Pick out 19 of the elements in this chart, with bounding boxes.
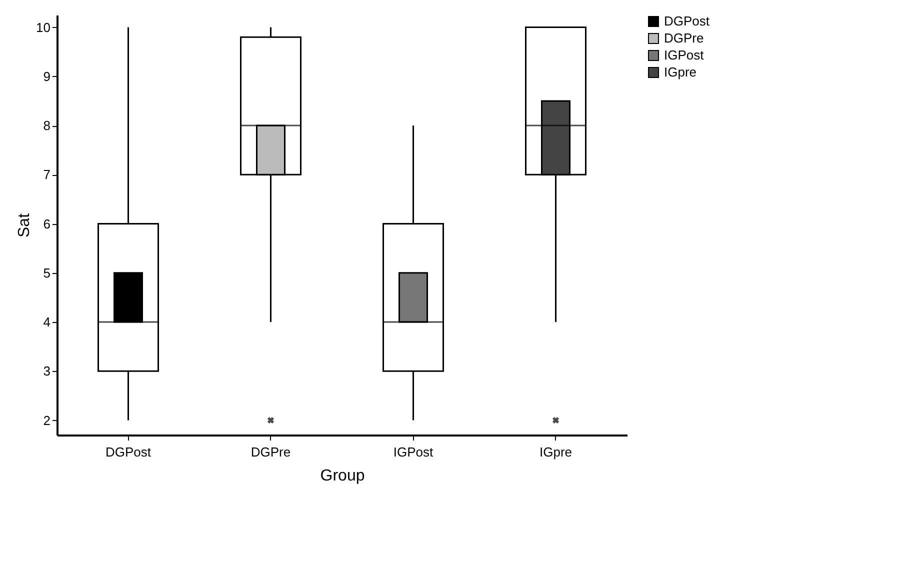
x-axis-title: Group bbox=[320, 468, 365, 484]
y-tick-label: 5 bbox=[43, 265, 50, 280]
y-tick-label: 9 bbox=[43, 68, 50, 84]
y-tick-label: 6 bbox=[43, 216, 50, 232]
y-tick-label: 7 bbox=[43, 167, 50, 182]
y-tick-label: 10 bbox=[36, 20, 50, 35]
x-tick-label: IGpre bbox=[539, 444, 572, 460]
x-tick-label: DGPost bbox=[105, 444, 152, 460]
y-tick-label: 4 bbox=[43, 314, 50, 330]
legend-label: DGPost bbox=[664, 14, 710, 28]
legend-label: DGPre bbox=[664, 30, 704, 46]
y-axis-title: Sat bbox=[16, 212, 34, 238]
legend-label: IGPost bbox=[664, 48, 704, 62]
x-tick-label: DGPre bbox=[250, 444, 291, 460]
y-tick-label: 8 bbox=[43, 118, 50, 134]
y-tick-label: 2 bbox=[43, 412, 50, 428]
y-tick-label: 3 bbox=[43, 364, 50, 379]
x-tick-label: IGPost bbox=[393, 444, 434, 460]
legend-label: IGpre bbox=[664, 64, 697, 80]
